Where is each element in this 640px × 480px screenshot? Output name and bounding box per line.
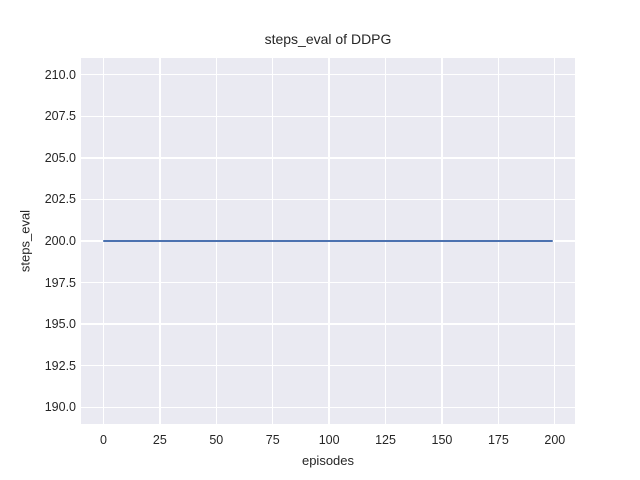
x-tick-label: 25 (152, 433, 167, 447)
y-axis-label: steps_eval (17, 209, 33, 273)
y-gridline (81, 115, 575, 117)
y-tick-label: 202.5 (44, 192, 76, 207)
y-gridline (81, 198, 575, 201)
y-tick-label: 205.0 (44, 150, 76, 165)
y-tick-label: 190.0 (44, 400, 76, 415)
y-tick-label: 197.5 (44, 275, 76, 290)
y-gridline (81, 73, 575, 76)
y-tick-label: 195.0 (44, 317, 76, 332)
y-gridline (81, 157, 575, 159)
y-tick-label: 207.5 (44, 109, 76, 124)
y-tick-label: 200.0 (44, 234, 76, 248)
x-axis-label: episodes (301, 453, 355, 468)
x-tick-label: 175 (487, 433, 509, 447)
y-gridline (81, 323, 575, 325)
x-tick-label: 150 (431, 433, 453, 447)
x-tick-label: 75 (265, 433, 280, 447)
x-tick-label: 100 (318, 433, 340, 447)
x-tick-label: 50 (209, 433, 224, 447)
x-tick-label: 200 (544, 433, 566, 447)
y-gridline (81, 365, 575, 367)
chart-title: steps_eval of DDPG (264, 31, 392, 47)
y-gridline (81, 406, 575, 409)
data-line-steps_eval (103, 240, 553, 242)
y-tick-label: 192.5 (44, 358, 76, 373)
plot-area (81, 58, 575, 424)
x-tick-label: 0 (99, 433, 107, 447)
y-gridline (81, 281, 575, 284)
x-tick-label: 125 (375, 433, 396, 447)
y-tick-label: 210.0 (44, 67, 76, 82)
